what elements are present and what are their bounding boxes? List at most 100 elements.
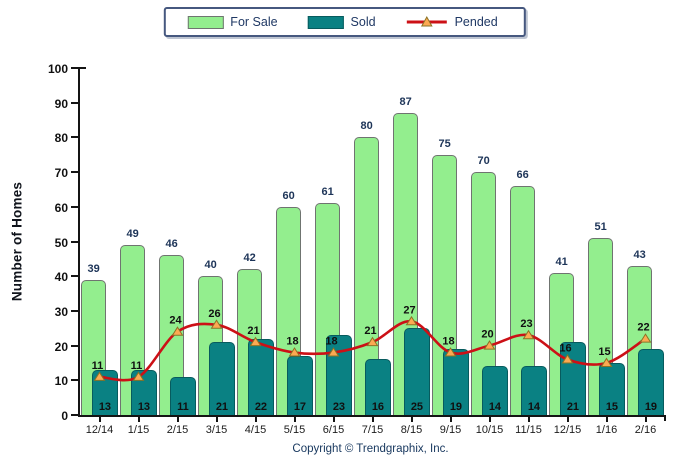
y-axis-tick-label: 80 [54,131,68,146]
y-axis-tick [71,240,78,243]
x-axis-tick-label: 12/14 [85,424,114,436]
sold-value-label: 15 [605,401,619,413]
x-axis-tick [215,417,218,422]
y-axis-tick [71,171,78,174]
y-axis-tick [71,67,78,69]
for-sale-value-label: 66 [516,168,529,181]
y-axis-tick-label: 20 [54,339,68,354]
category-column: 70 14 10/15 [470,68,509,436]
x-axis-tick-label: 2/15 [166,424,189,436]
sold-value-label: 11 [177,401,189,413]
y-axis-tick-label: 40 [54,270,68,285]
sold-value-label: 13 [137,401,151,413]
pended-line-marker-icon [406,15,448,29]
category-column: 80 16 7/15 [353,68,392,436]
legend-label-sold: Sold [350,15,376,29]
y-axis-tick-label: 0 [61,409,68,423]
x-axis-end-cap [664,415,666,421]
x-axis-tick [566,417,569,422]
category-column: 60 17 5/15 [275,68,314,436]
sold-value-label: 13 [98,401,112,413]
y-axis-tick-label: 50 [54,235,68,250]
for-sale-value-label: 41 [555,255,568,268]
y-axis-tick [71,136,78,139]
sold-value-label: 23 [332,401,346,413]
for-sale-value-label: 60 [282,189,295,202]
x-axis-tick-label: 8/15 [400,424,423,436]
for-sale-value-label: 46 [165,238,178,251]
for-sale-value-label: 42 [243,252,256,265]
x-axis-tick [332,417,335,422]
x-axis-tick-label: 10/15 [475,424,504,436]
x-axis-tick [449,417,452,422]
for-sale-value-label: 80 [360,120,373,133]
for-sale-value-label: 75 [438,137,451,150]
x-axis-tick-label: 11/15 [515,424,542,436]
category-column: 61 23 6/15 [314,68,353,436]
category-column: 75 19 9/15 [431,68,470,436]
x-axis-tick-label: 3/15 [205,424,228,436]
bar-columns: 39 13 12/14 49 13 1/15 46 11 2/15 40 21 3/15 42 22 4/1… [80,68,665,436]
for-sale-value-label: 49 [126,227,139,240]
sold-value-label: 21 [215,401,229,413]
y-axis-tick-label: 100 [47,62,68,76]
x-axis-tick-label: 1/16 [595,424,618,436]
sold-swatch-icon [307,15,344,29]
x-axis-tick-label: 4/15 [244,424,267,436]
x-axis-tick [527,417,530,422]
legend: For Sale Sold Pended [163,7,526,37]
y-axis-tick [71,101,78,104]
legend-label-for-sale: For Sale [230,15,278,29]
category-column: 87 25 8/15 [392,68,431,436]
sold-value-label: 14 [527,401,541,413]
legend-item-pended: Pended [406,15,498,29]
x-axis-tick-label: 7/15 [361,424,384,436]
x-axis-tick [488,417,491,422]
category-column: 39 13 12/14 [80,68,119,436]
y-axis-tick [71,309,78,312]
for-sale-value-label: 70 [477,155,490,168]
category-column: 51 15 1/16 [587,68,626,436]
y-axis-tick-label: 70 [54,166,68,181]
y-axis-tick [71,205,78,208]
sold-value-label: 17 [293,401,307,413]
x-axis-tick [254,417,257,422]
x-axis-tick-label: 5/15 [283,424,306,436]
y-axis-tick [71,344,78,347]
x-axis-tick [410,417,413,422]
category-column: 41 21 12/15 [548,68,587,436]
y-axis-tick-label: 90 [54,96,68,111]
y-axis-tick [71,275,78,278]
sold-value-label: 16 [371,401,385,413]
x-axis-tick-label: 2/16 [634,424,657,436]
legend-label-pended: Pended [454,15,498,29]
x-axis-tick [176,417,179,422]
legend-item-for-sale: For Sale [187,15,278,29]
for-sale-value-label: 39 [87,262,100,275]
x-axis-tick-label: 9/15 [439,424,462,436]
x-axis-tick-label: 1/15 [127,424,150,436]
sold-value-label: 25 [410,401,424,413]
category-column: 43 19 2/16 [626,68,665,436]
sold-value-label: 19 [449,401,463,413]
sold-value-label: 21 [566,401,580,413]
for-sale-swatch-icon [187,15,224,29]
y-axis-tick [71,414,78,416]
y-axis-tick [71,379,78,382]
category-column: 40 21 3/15 [197,68,236,436]
sold-value-label: 19 [644,401,658,413]
for-sale-value-label: 87 [399,96,412,109]
y-axis-tick-label: 10 [54,374,68,389]
for-sale-value-label: 51 [594,221,607,234]
y-axis-end-cap [78,67,86,69]
x-axis-tick [644,417,647,422]
copyright-text: Copyright © Trendgraphix, Inc. [292,443,449,455]
x-axis-tick [137,417,140,422]
x-axis-tick [98,417,101,422]
y-axis-tick-label: 30 [54,304,68,319]
x-axis-tick-label: 12/15 [553,424,582,436]
category-column: 46 11 2/15 [158,68,197,436]
y-axis-tick-label: 60 [54,200,68,215]
for-sale-value-label: 43 [633,248,646,261]
